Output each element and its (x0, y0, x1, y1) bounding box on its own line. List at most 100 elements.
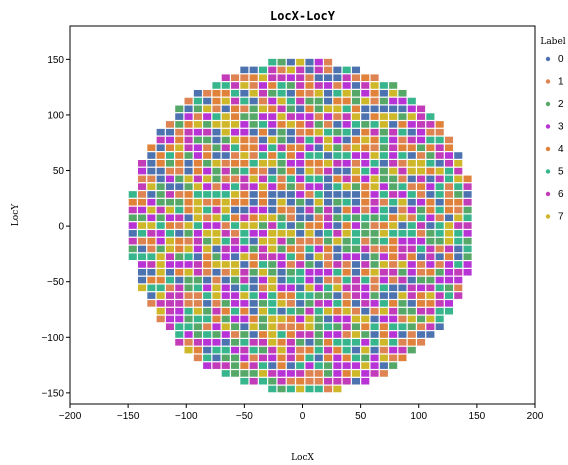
data-point-label-3 (305, 268, 314, 276)
data-point-label-0 (454, 152, 463, 159)
data-point-label-0 (426, 331, 435, 338)
data-point-label-1 (165, 167, 175, 175)
data-point-label-3 (407, 105, 416, 113)
data-point-label-4 (128, 198, 137, 206)
data-point-label-6 (324, 214, 333, 222)
data-point-label-3 (184, 261, 193, 268)
data-point-label-5 (203, 315, 212, 323)
data-point-label-4 (175, 152, 184, 159)
data-point-label-5 (342, 198, 351, 206)
data-point-label-4 (342, 97, 351, 105)
data-point-label-3 (444, 300, 454, 307)
data-point-label-7 (221, 121, 230, 128)
data-point-label-6 (175, 284, 184, 292)
data-point-label-2 (128, 245, 137, 253)
data-point-label-7 (407, 315, 416, 323)
data-point-label-2 (203, 307, 212, 315)
data-point-label-0 (314, 74, 323, 81)
data-point-label-7 (277, 97, 286, 105)
data-point-label-1 (305, 237, 314, 245)
data-point-label-1 (231, 152, 240, 159)
data-point-label-7 (351, 167, 361, 175)
data-point-label-6 (138, 160, 147, 167)
data-point-label-3 (249, 183, 258, 190)
data-point-label-2 (240, 331, 249, 338)
data-point-label-0 (165, 128, 175, 136)
data-point-label-5 (314, 307, 323, 315)
data-point-label-2 (379, 128, 388, 136)
data-point-label-0 (305, 253, 314, 260)
data-point-label-1 (379, 198, 388, 206)
data-point-label-4 (305, 105, 314, 113)
data-point-label-7 (324, 160, 333, 167)
data-point-label-2 (193, 331, 202, 338)
data-point-label-4 (417, 300, 426, 307)
data-point-label-3 (128, 222, 137, 229)
data-point-label-6 (389, 160, 398, 167)
data-point-label-3 (268, 354, 277, 362)
data-point-label-7 (258, 74, 268, 81)
data-point-label-4 (342, 268, 351, 276)
data-point-label-1 (444, 183, 454, 190)
data-point-label-5 (175, 323, 184, 331)
data-point-label-5 (240, 284, 249, 292)
data-point-label-2 (370, 214, 379, 222)
data-point-label-3 (426, 261, 435, 268)
data-point-label-6 (324, 377, 333, 385)
data-point-label-5 (258, 261, 268, 268)
data-point-label-3 (324, 113, 333, 120)
data-point-label-5 (286, 175, 295, 183)
data-point-label-1 (286, 261, 295, 268)
data-point-label-1 (221, 175, 230, 183)
data-point-label-1 (286, 377, 295, 385)
data-point-label-2 (277, 385, 286, 393)
data-point-label-7 (184, 222, 193, 229)
data-point-label-0 (175, 113, 184, 120)
data-point-label-7 (268, 331, 277, 338)
data-point-label-3 (286, 370, 295, 377)
data-point-label-0 (435, 160, 444, 167)
data-point-label-1 (370, 307, 379, 315)
data-point-label-2 (203, 121, 212, 128)
data-point-label-7 (268, 276, 277, 284)
data-point-label-0 (351, 261, 361, 268)
data-point-label-6 (268, 74, 277, 81)
data-point-label-5 (268, 175, 277, 183)
data-point-label-6 (156, 206, 165, 214)
data-point-label-6 (351, 284, 361, 292)
data-point-label-6 (389, 144, 398, 152)
data-point-label-7 (277, 315, 286, 323)
data-point-label-6 (351, 276, 361, 284)
data-point-label-4 (249, 315, 258, 323)
data-point-label-0 (379, 105, 388, 113)
data-point-label-1 (324, 385, 333, 393)
data-point-label-6 (156, 136, 165, 144)
data-point-label-7 (277, 300, 286, 307)
data-point-label-6 (240, 214, 249, 222)
data-point-label-0 (314, 144, 323, 152)
data-point-label-5 (165, 152, 175, 159)
data-point-label-1 (361, 206, 370, 214)
data-point-label-0 (305, 66, 314, 74)
data-point-label-3 (286, 160, 295, 167)
x-tick-label: −100 (175, 411, 198, 422)
data-point-label-5 (268, 307, 277, 315)
data-point-label-6 (147, 261, 156, 268)
data-point-label-0 (314, 276, 323, 284)
data-point-label-1 (324, 253, 333, 260)
data-point-label-5 (240, 167, 249, 175)
data-point-label-5 (379, 206, 388, 214)
data-point-label-6 (361, 245, 370, 253)
data-point-label-4 (305, 82, 314, 89)
data-point-label-5 (296, 276, 305, 284)
data-point-label-0 (156, 167, 165, 175)
data-point-label-0 (138, 276, 147, 284)
data-point-label-3 (268, 121, 277, 128)
legend-marker-4 (545, 146, 551, 152)
data-point-label-4 (175, 237, 184, 245)
data-point-label-0 (203, 346, 212, 354)
data-point-label-3 (249, 230, 258, 237)
data-point-label-6 (435, 292, 444, 299)
data-point-label-7 (147, 206, 156, 214)
data-point-label-1 (333, 276, 342, 284)
